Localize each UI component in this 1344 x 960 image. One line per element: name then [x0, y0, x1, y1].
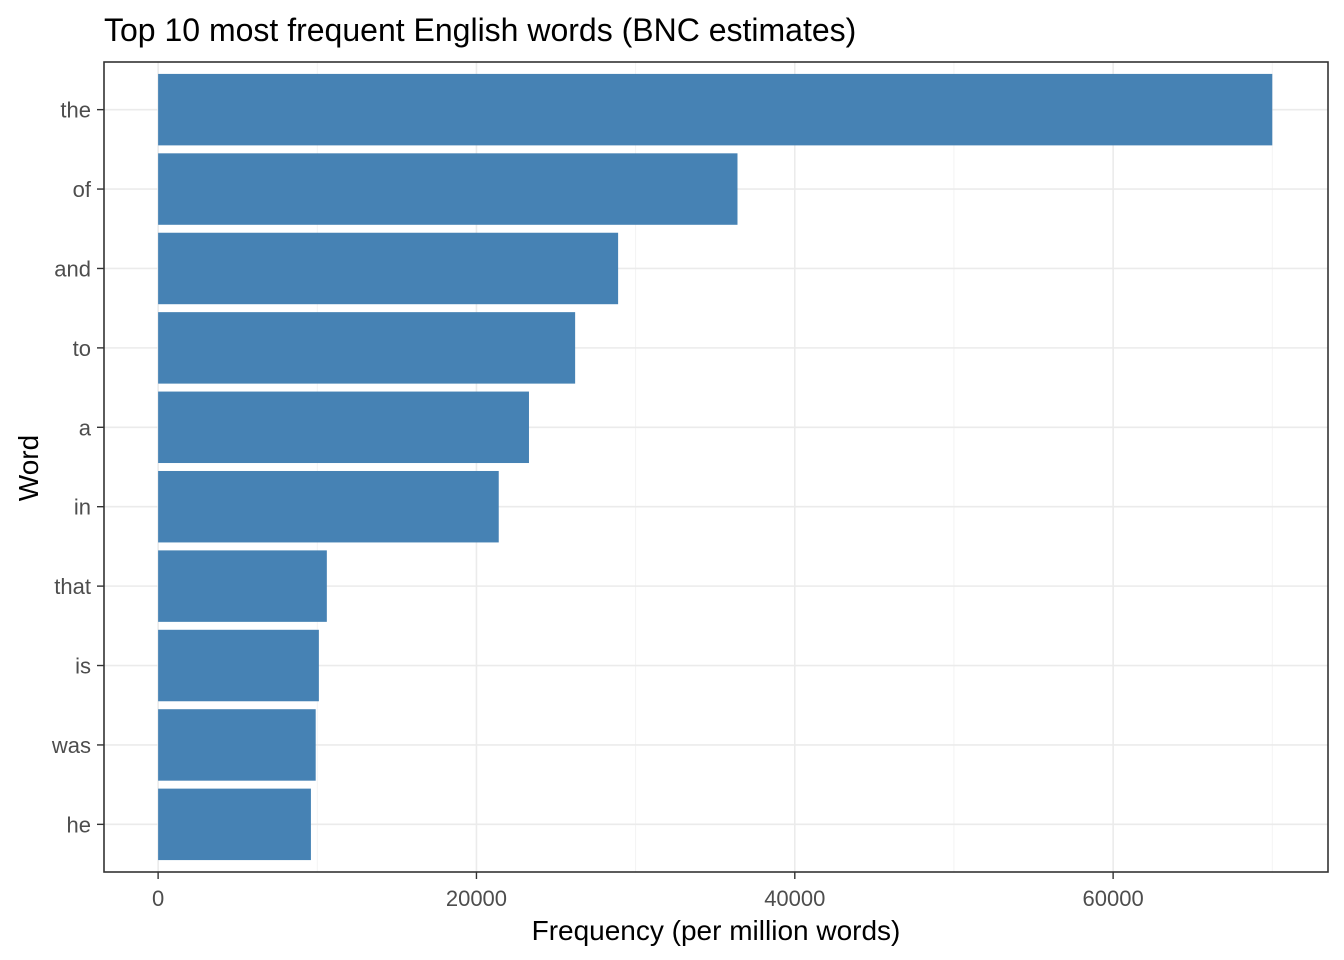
bar-is [158, 629, 319, 702]
bar-and [158, 232, 619, 305]
bar-the [158, 73, 1273, 146]
y-tick-label: to [73, 336, 91, 361]
x-axis-title: Frequency (per million words) [532, 915, 901, 946]
y-tick-label: of [73, 177, 92, 202]
y-tick-label: he [67, 812, 91, 837]
y-tick-label: was [51, 733, 91, 758]
tick-labels: the of and to a in that is was he 0 20000 40000 60000 [51, 98, 1144, 911]
bar-that [158, 550, 327, 622]
x-tick-label: 0 [152, 886, 164, 911]
bar-to [158, 312, 576, 384]
bar-a [158, 391, 529, 464]
bar-of [158, 153, 738, 225]
bar-was [158, 709, 316, 781]
y-axis-title: Word [13, 435, 44, 501]
y-tick-label: in [74, 495, 91, 520]
y-tick-label: the [60, 98, 91, 123]
y-tick-label: a [79, 415, 92, 440]
panel-border [103, 61, 1329, 873]
x-tick-label: 60000 [1083, 886, 1144, 911]
chart-title: Top 10 most frequent English words (BNC … [104, 12, 856, 48]
x-tick-label: 20000 [446, 886, 507, 911]
bar-in [158, 470, 499, 543]
y-tick-label: is [75, 654, 91, 679]
y-tick-label: and [54, 256, 91, 281]
y-tick-label: that [54, 574, 91, 599]
x-tick-label: 40000 [764, 886, 825, 911]
bars [158, 73, 1273, 861]
bar-he [158, 788, 311, 861]
axis-ticks [97, 108, 1114, 879]
